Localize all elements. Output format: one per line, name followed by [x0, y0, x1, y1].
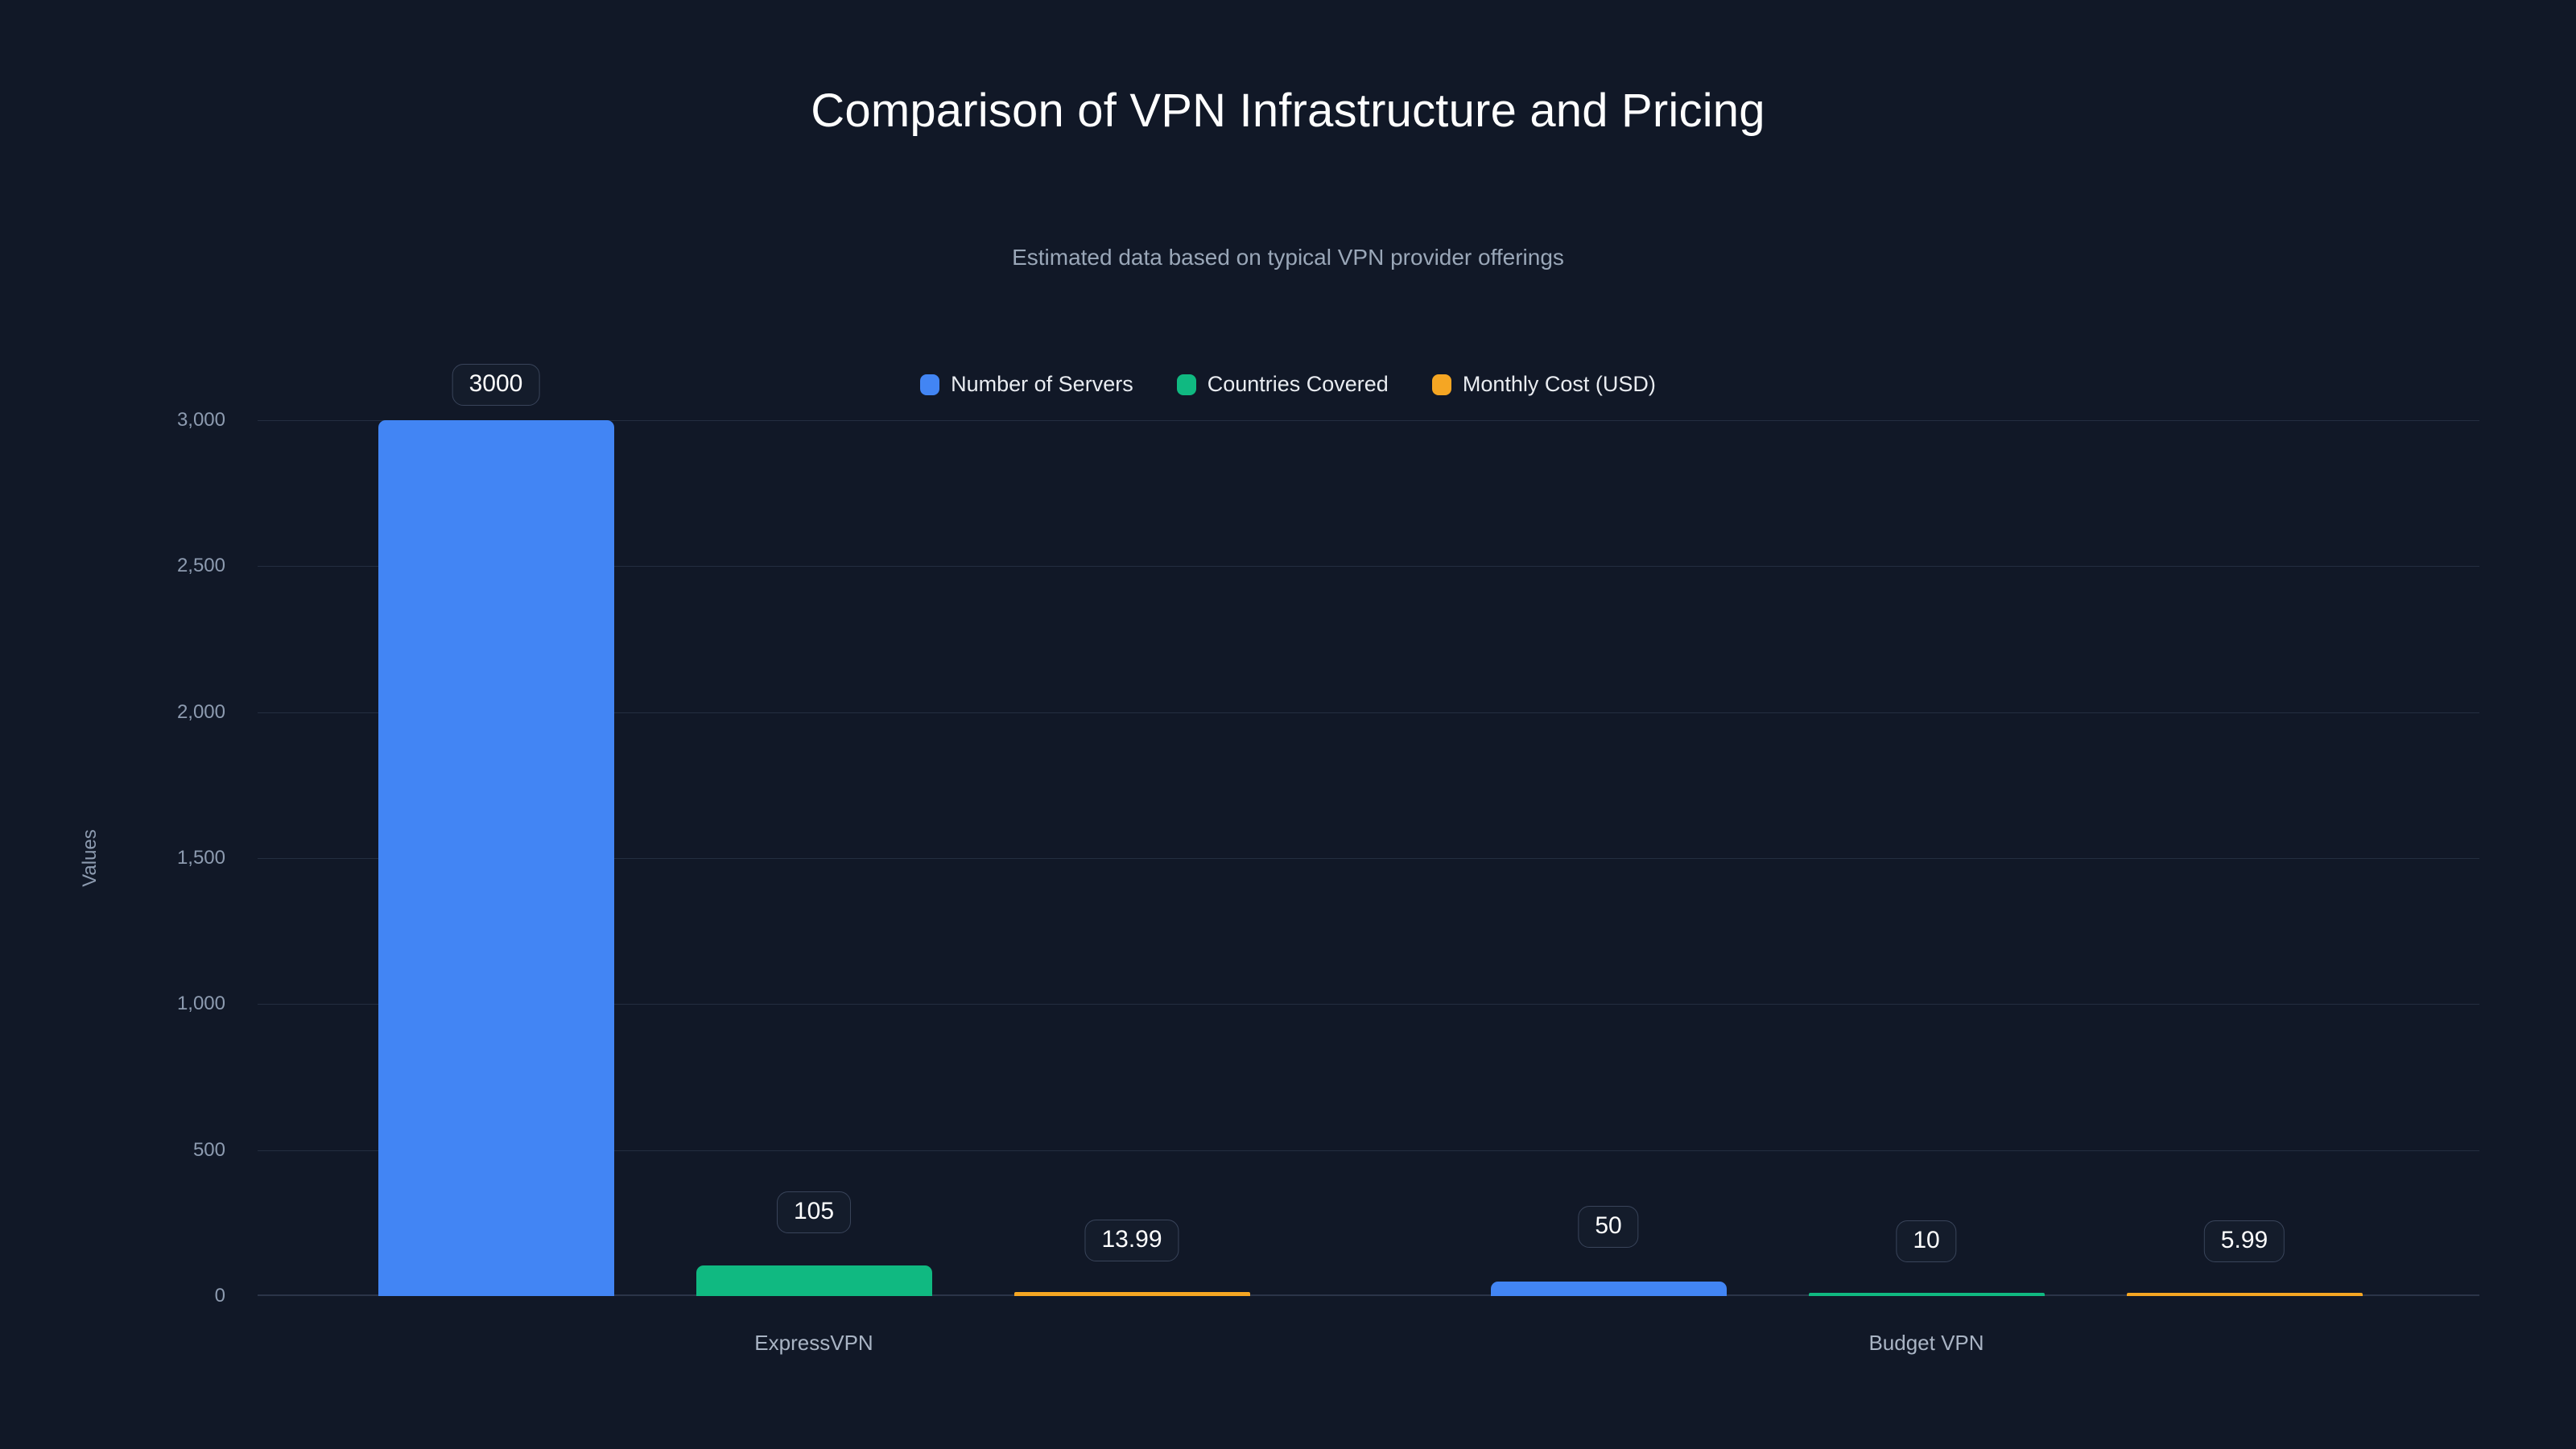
- gridline: [258, 712, 2479, 713]
- legend-item-countries-covered[interactable]: Countries Covered: [1176, 372, 1389, 397]
- legend-item-number-of-servers[interactable]: Number of Servers: [920, 372, 1133, 397]
- bar-budget-vpn-number-of-servers[interactable]: [1491, 1281, 1727, 1296]
- chart-legend: Number of Servers Countries Covered Mont…: [0, 372, 2576, 397]
- bar-expressvpn-monthly-cost[interactable]: [1014, 1291, 1250, 1296]
- x-axis-label-expressvpn: ExpressVPN: [754, 1331, 873, 1355]
- legend-label: Countries Covered: [1207, 372, 1389, 396]
- legend-item-monthly-cost[interactable]: Monthly Cost (USD): [1431, 372, 1656, 397]
- gridline: [258, 858, 2479, 859]
- legend-swatch-icon: [1431, 374, 1451, 395]
- y-axis-tick-labels: 3,000 2,500 2,000 1,500 1,000 500 0: [0, 409, 242, 1307]
- chart-subtitle: Estimated data based on typical VPN prov…: [1012, 245, 1564, 270]
- y-tick-label: 500: [192, 1138, 225, 1161]
- y-tick-label: 1,500: [176, 847, 225, 869]
- legend-label: Monthly Cost (USD): [1462, 372, 1656, 396]
- value-label-budget-vpn-countries: 10: [1896, 1220, 1957, 1262]
- y-tick-label: 0: [214, 1285, 225, 1307]
- x-axis-baseline: [258, 1294, 2479, 1296]
- gridline: [258, 566, 2479, 568]
- value-label-expressvpn-countries: 105: [776, 1191, 852, 1233]
- value-label-expressvpn-cost: 13.99: [1084, 1220, 1179, 1261]
- y-tick-label: 2,500: [176, 555, 225, 577]
- bar-expressvpn-countries-covered[interactable]: [696, 1265, 932, 1296]
- bar-budget-vpn-monthly-cost[interactable]: [2127, 1293, 2363, 1296]
- bar-expressvpn-number-of-servers[interactable]: [378, 420, 614, 1296]
- y-tick-label: 1,000: [176, 993, 225, 1015]
- y-tick-label: 2,000: [176, 700, 225, 723]
- chart-title: Comparison of VPN Infrastructure and Pri…: [811, 85, 1765, 137]
- bar-budget-vpn-countries-covered[interactable]: [1809, 1293, 2045, 1296]
- gridline: [258, 1004, 2479, 1005]
- gridline: [258, 1150, 2479, 1151]
- x-axis-label-budget-vpn: Budget VPN: [1868, 1331, 1984, 1355]
- legend-label: Number of Servers: [951, 372, 1133, 396]
- gridline: [258, 420, 2479, 421]
- legend-swatch-icon: [1176, 374, 1196, 395]
- y-tick-label: 3,000: [176, 409, 225, 431]
- value-label-expressvpn-servers: 3000: [452, 364, 540, 406]
- value-label-budget-vpn-cost: 5.99: [2203, 1220, 2285, 1262]
- value-label-budget-vpn-servers: 50: [1578, 1206, 1639, 1248]
- legend-swatch-icon: [920, 374, 940, 395]
- plot-area: [258, 420, 2479, 1296]
